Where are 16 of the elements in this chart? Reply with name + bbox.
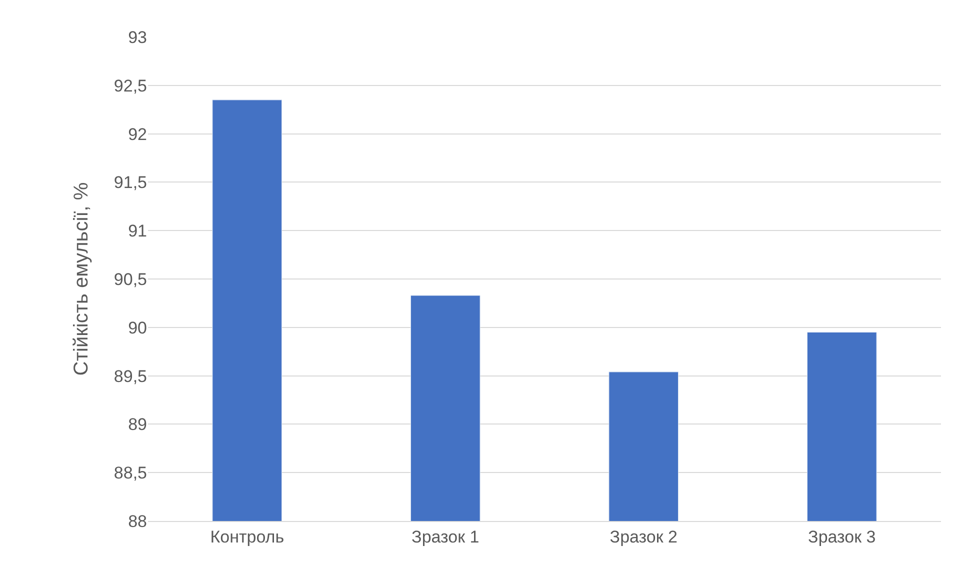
x-tick-label: Зразок 1 <box>412 527 480 546</box>
y-tick-label: 93 <box>128 28 147 47</box>
y-tick-label: 90 <box>128 318 147 338</box>
x-tick-label: Зразок 2 <box>610 527 678 546</box>
y-tick-label: 88,5 <box>114 464 147 483</box>
y-tick-label: 88 <box>128 512 147 531</box>
y-axis-title: Стійкість емульсії, % <box>70 182 92 376</box>
y-tick-label: 91 <box>128 222 147 241</box>
x-tick-label: Зразок 3 <box>808 527 876 546</box>
y-tick-label: 89,5 <box>114 366 147 386</box>
y-tick-label: 91,5 <box>114 173 147 192</box>
y-tick-label: 92 <box>128 124 147 144</box>
y-tick-label: 92,5 <box>114 76 147 96</box>
y-tick-label: 89 <box>128 415 147 434</box>
y-tick-label: 90,5 <box>114 270 147 289</box>
x-tick-label: Контроль <box>210 527 284 546</box>
